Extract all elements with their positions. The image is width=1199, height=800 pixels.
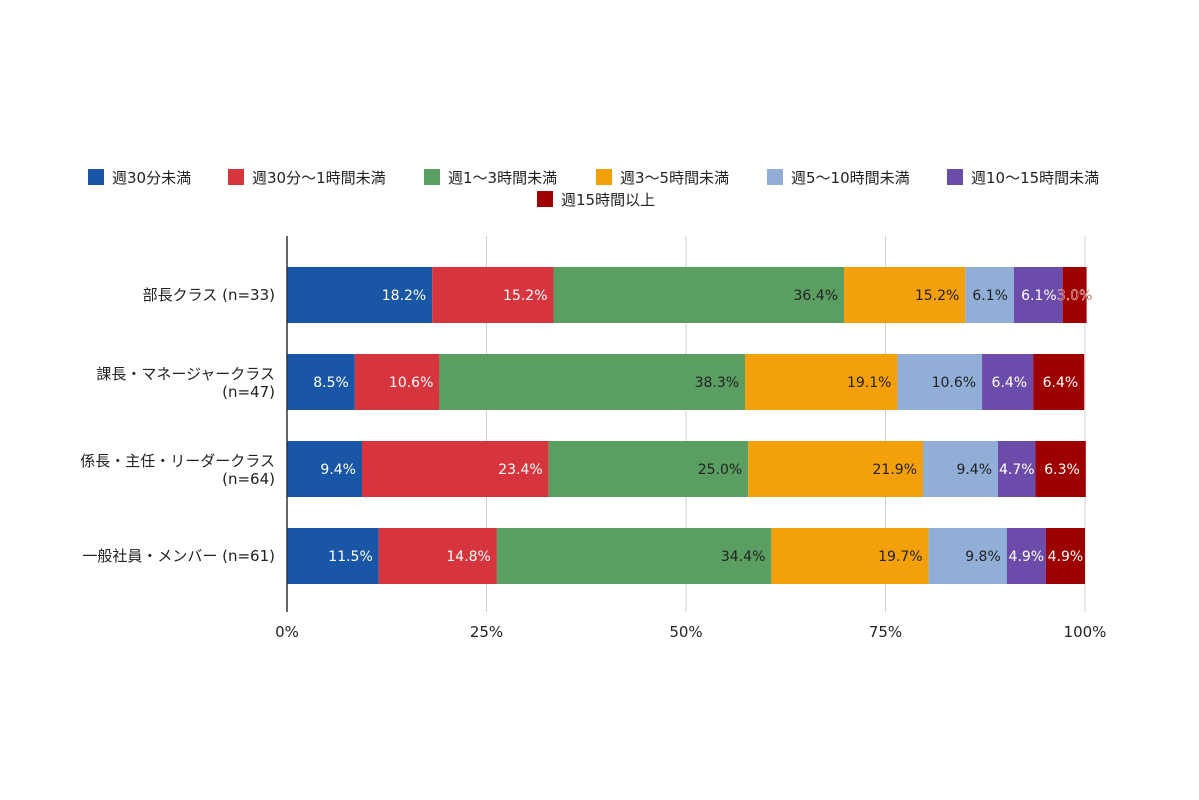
legend-swatch [537,191,553,207]
x-axis: 0% 25% 50% 75% 100% [275,236,1106,641]
data-label: 6.4% [1043,375,1079,391]
data-label: 4.9% [1048,549,1084,565]
bar-segment [354,354,440,410]
category-label: 部長クラス (n=33) [143,286,275,304]
bar-segment [378,528,497,584]
data-label: 4.7% [999,462,1035,478]
legend-label: 週30分未満 [112,169,191,187]
category-labels: 部長クラス (n=33) 課長・マネージャークラス(n=47) 係長・主任・リーダー… [80,286,275,565]
legend-label: 週3〜5時間未満 [620,169,729,187]
bar-segment [745,354,898,410]
category-label: 一般社員・メンバー (n=61) [82,547,275,565]
data-label: 4.9% [1009,549,1045,565]
bar-segment [1033,354,1085,410]
x-tick-label: 25% [470,623,503,641]
bar-segment [287,528,379,584]
data-label: 21.9% [873,462,917,478]
legend-label: 週30分〜1時間未満 [252,169,386,187]
data-label: 36.4% [794,288,838,304]
legend: 週30分未満 週30分〜1時間未満 週1〜3時間未満 週3〜5時間未満 週5〜10時間未… [88,169,1099,209]
legend-swatch [228,169,244,185]
category-label: 係長・主任・リーダークラス [80,452,275,470]
x-tick-label: 100% [1064,623,1107,641]
bar-segment [496,528,772,584]
data-label: 15.2% [503,288,547,304]
bar-segment [1035,441,1086,497]
legend-swatch [596,169,612,185]
data-label: 6.1% [1021,288,1057,304]
legend-swatch [767,169,783,185]
data-label: 34.4% [721,549,765,565]
data-label: 15.2% [915,288,959,304]
category-label: (n=47) [222,383,275,401]
legend-swatch [88,169,104,185]
bar-segment [897,354,983,410]
category-label: 課長・マネージャークラス [96,365,275,383]
bar-segment [287,354,355,410]
bar-segment [1006,528,1046,584]
data-label: 18.2% [382,288,426,304]
x-tick-label: 50% [669,623,702,641]
bar-segment [748,441,924,497]
bar-segment [1062,267,1087,323]
data-label: 6.1% [972,288,1008,304]
bar-segment [287,441,363,497]
bar-segment [548,441,749,497]
data-label: 9.4% [320,462,356,478]
bar-segment [432,267,554,323]
data-label: 10.6% [932,375,976,391]
category-label: (n=64) [222,470,275,488]
legend-swatch [947,169,963,185]
data-label: 6.3% [1044,462,1080,478]
bars: 18.2% 15.2% 36.4% 15.2% 6.1% 6.1% 3.0%8.5% 10.6… [287,267,1093,584]
data-label: 8.5% [313,375,349,391]
x-tick-label: 75% [869,623,902,641]
bar-segment [998,441,1036,497]
data-label: 19.1% [847,375,891,391]
data-label: 25.0% [698,462,742,478]
data-label: 6.4% [992,375,1028,391]
legend-label: 週15時間以上 [561,191,655,209]
legend-label: 週10〜15時間未満 [971,169,1099,187]
legend-label: 週5〜10時間未満 [791,169,910,187]
bar-segment [553,267,845,323]
legend-label: 週1〜3時間未満 [448,169,557,187]
data-label: 3.0% [1057,288,1093,304]
bar-segment [771,528,929,584]
bar-segment [439,354,746,410]
bar-segment [982,354,1034,410]
data-label: 14.8% [446,549,490,565]
legend-swatch [424,169,440,185]
bar-segment [844,267,966,323]
data-label: 19.7% [878,549,922,565]
data-label: 10.6% [389,375,433,391]
bar-segment [287,267,433,323]
data-label: 38.3% [695,375,739,391]
x-tick-label: 0% [275,623,299,641]
data-label: 9.4% [956,462,992,478]
bar-segment [1013,267,1063,323]
bar-segment [923,441,999,497]
bar-segment [1045,528,1085,584]
bar-segment [928,528,1007,584]
data-label: 11.5% [328,549,372,565]
bar-segment [965,267,1014,323]
data-label: 23.4% [498,462,542,478]
bar-segment [362,441,549,497]
data-label: 9.8% [965,549,1001,565]
